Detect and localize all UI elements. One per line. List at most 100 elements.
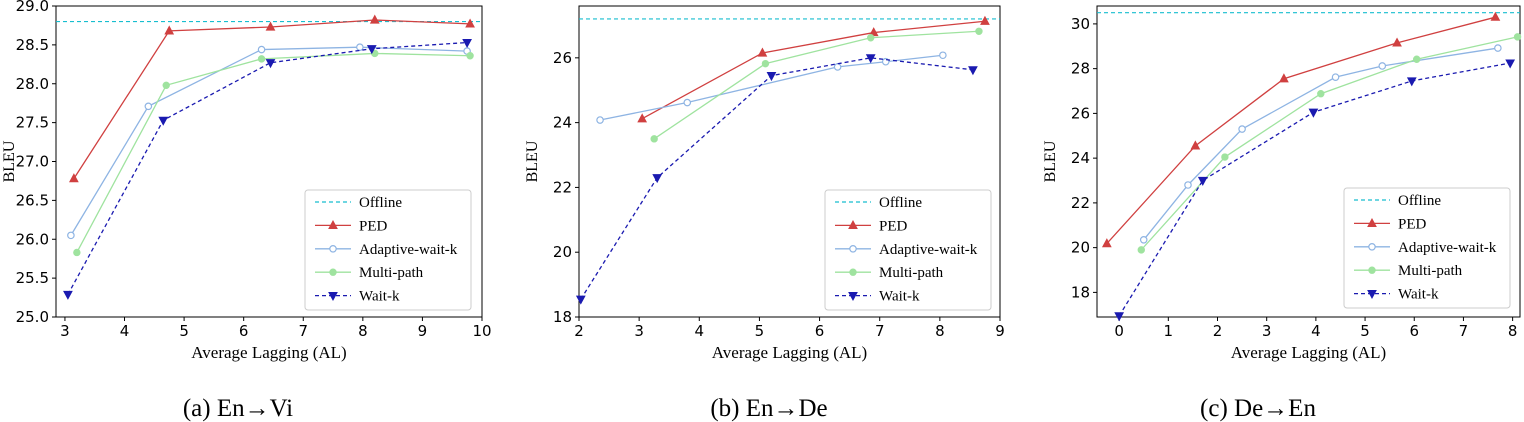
series-line-adaptive-wait-k [1143,47,1498,241]
y-tick-label: 20 [553,243,572,261]
data-point-wait-k [265,59,276,69]
y-tick-label: 22 [1071,194,1090,212]
legend-label: Offline [879,195,922,211]
data-point-adaptive-wait-k [356,43,364,52]
legend-label: Wait-k [359,289,400,305]
y-tick-label: 29.0 [16,0,49,15]
data-point-ped [369,14,380,24]
legend-label: Wait-k [1398,287,1439,303]
x-tick-label: 5 [755,322,765,340]
x-tick-label: 0 [1114,322,1124,340]
y-tick-label: 24 [553,114,572,132]
y-tick-label: 27.0 [16,153,49,171]
legend: Offline PED Adaptive-wait-k Multi-path Wait-… [1343,187,1511,309]
data-point-wait-k [1308,108,1319,118]
data-point-wait-k [968,66,978,76]
y-tick-label: 27.5 [16,114,49,132]
x-tick-label: 6 [1409,322,1419,340]
data-point-wait-k [158,116,169,126]
legend-marker-multi-path [849,268,857,276]
legend: Offline PED Adaptive-wait-k Multi-path Wait-… [824,189,992,311]
series-line-ped [73,19,471,179]
series-line-multi-path [653,30,979,140]
legend-label: Offline [359,195,402,211]
data-point-ped [1279,73,1289,83]
series-line-adaptive-wait-k [599,54,943,121]
y-tick-label: 25.0 [16,308,49,326]
x-tick-label: 7 [875,322,885,340]
x-tick-label: 5 [1360,322,1370,340]
data-point-adaptive-wait-k [833,63,842,71]
y-tick-label: 25.5 [16,269,49,287]
legend-label: Offline [1398,193,1441,209]
data-point-adaptive-wait-k [1331,73,1340,81]
y-tick-label: 28.5 [16,36,49,54]
data-point-multi-path [761,59,770,68]
data-point-wait-k [766,72,777,82]
data-point-adaptive-wait-k [1238,125,1246,133]
data-point-wait-k [575,295,586,305]
y-axis-label: BLEU [1042,140,1059,182]
data-point-wait-k [366,45,377,55]
chart-caption: (c) De→En [1200,395,1316,422]
data-point-ped [980,15,990,25]
y-tick-label: 30 [1071,15,1090,33]
x-tick-label: 4 [695,322,705,340]
axes-frame [1096,5,1521,318]
y-tick-label: 26.0 [16,230,49,248]
x-tick-label: 7 [1459,322,1469,340]
legend-marker-wait-k [848,291,858,302]
data-point-adaptive-wait-k [683,98,692,107]
data-point-multi-path [466,52,474,60]
data-point-multi-path [1513,33,1522,41]
legend-marker-adaptive-wait-k [849,245,857,253]
data-point-multi-path [73,248,81,257]
data-point-multi-path [650,135,658,143]
x-tick-label: 9 [995,322,1005,340]
data-point-ped [164,25,175,35]
legend-label: Multi-path [879,265,944,281]
data-point-multi-path [1221,153,1229,161]
data-point-adaptive-wait-k [1378,62,1387,70]
data-point-ped [757,47,768,57]
y-axis-label: BLEU [524,140,541,182]
y-tick-label: 26 [553,49,572,67]
data-point-adaptive-wait-k [144,102,153,111]
x-tick-label: 10 [472,322,491,340]
legend-label: Adaptive-wait-k [359,242,458,258]
y-tick-label: 18 [553,308,572,326]
chart-caption: (a) En→Vi [183,395,293,422]
legend-marker-ped [1367,217,1377,228]
data-point-adaptive-wait-k [1184,181,1192,189]
data-point-ped [265,21,276,31]
chart-panel-2: 2 3 4 5 6 7 8 9 18 20 22 24 26 Average Lagging (AL) BL… [524,5,1005,422]
x-tick-label: 3 [634,322,644,340]
data-point-ped [1190,140,1201,150]
legend-label: Wait-k [879,289,920,305]
data-point-multi-path [257,55,266,63]
chart-panel-1: 3 4 5 6 7 8 9 10 25.0 25.5 26.0 26.5 27.0 27.5 28.0 28.… [1,0,492,422]
legend-marker-wait-k [1367,289,1377,300]
x-tick-label: 1 [1164,322,1174,340]
axes-frame [578,5,1001,318]
legend-box [304,189,472,311]
y-tick-label: 20 [1071,239,1090,257]
legend-box [824,189,992,311]
y-tick-label: 26.5 [16,191,49,209]
x-tick-label: 8 [1508,322,1518,340]
x-tick-label: 8 [935,322,945,340]
x-axis-label: Average Lagging (AL) [1231,343,1386,362]
legend-label: PED [359,218,388,234]
data-point-adaptive-wait-k [1139,236,1148,244]
legend-label: Adaptive-wait-k [879,242,978,258]
data-point-wait-k [1114,312,1125,322]
x-tick-label: 4 [120,322,130,340]
legend-label: Multi-path [1398,263,1463,279]
data-point-adaptive-wait-k [257,45,266,54]
y-tick-label: 22 [553,178,572,196]
x-tick-label: 4 [1311,322,1321,340]
data-point-ped [69,173,79,183]
data-point-multi-path [866,34,875,42]
data-point-ped [1490,11,1501,21]
data-point-adaptive-wait-k [939,51,947,60]
